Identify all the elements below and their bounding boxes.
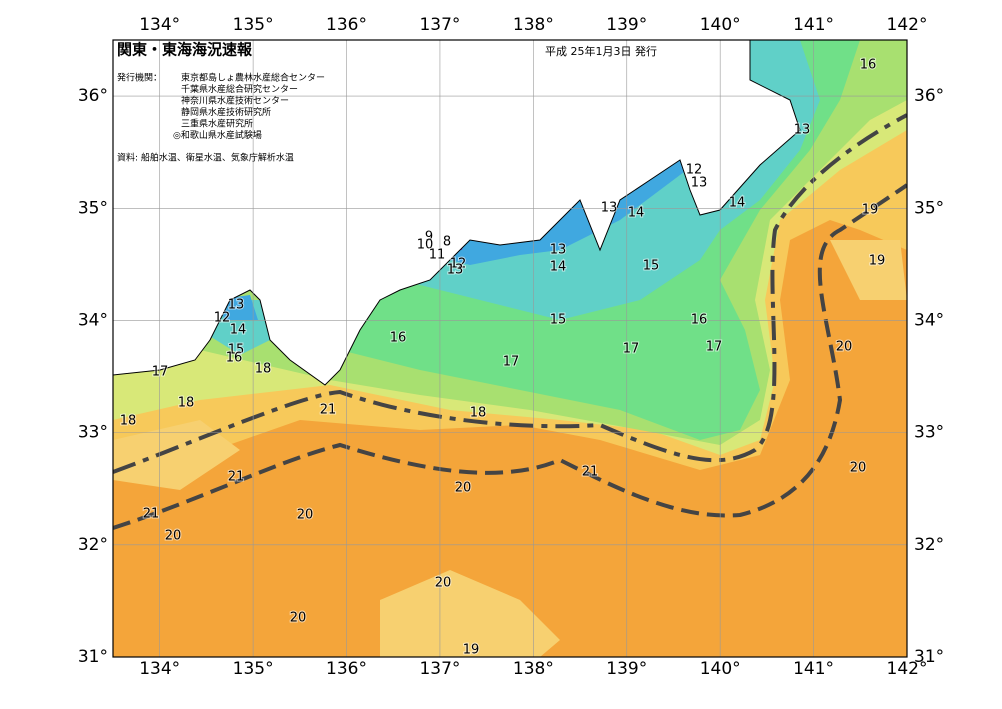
- contour-label: 20: [435, 576, 452, 591]
- contour-label: 16: [860, 58, 877, 73]
- x-tick-label: 139°: [606, 659, 647, 679]
- x-tick-label: 134°: [139, 659, 180, 679]
- contour-label: 17: [503, 355, 520, 370]
- x-tick-label: 135°: [233, 15, 274, 35]
- x-tick-label: 140°: [700, 15, 741, 35]
- x-tick-label: 142°: [887, 659, 928, 679]
- contour-label: 21: [228, 470, 245, 485]
- contour-label: 13: [601, 201, 618, 216]
- contour-label: 14: [628, 206, 645, 221]
- contour-label: 20: [290, 611, 307, 626]
- contour-label: 16: [390, 331, 407, 346]
- contour-label: 17: [706, 340, 723, 355]
- map-frame: [112, 39, 908, 658]
- x-tick-label: 136°: [326, 659, 367, 679]
- contour-label: 14: [550, 260, 567, 275]
- issuer: 三重県水産研究所: [181, 118, 253, 130]
- contour-label: 18: [470, 406, 487, 421]
- contour-label: 19: [862, 203, 879, 218]
- contour-label: 14: [729, 196, 746, 211]
- contour-label: 19: [869, 254, 886, 269]
- y-tick-label: 32°: [78, 535, 108, 555]
- contour-label: 16: [226, 351, 243, 366]
- contour-label: 20: [836, 340, 853, 355]
- issuers: 東京都島しょ農林水産総合センター千葉県水産総合研究センター神奈川県水産技術センタ…: [173, 72, 325, 142]
- title: 関東・東海海況速報: [117, 41, 253, 59]
- contour-label: 18: [255, 362, 272, 377]
- contour-label: 13: [794, 123, 811, 138]
- contour-label: 20: [165, 529, 182, 544]
- y-tick-label: 36°: [78, 86, 108, 106]
- y-tick-label: 34°: [78, 310, 108, 330]
- y-tick-label: 33°: [78, 423, 108, 443]
- contour-label: 19: [463, 643, 480, 658]
- contour-label: 15: [550, 313, 567, 328]
- y-tick-label: 32°: [914, 535, 944, 555]
- contour-label: 17: [152, 365, 169, 380]
- contour-label: 21: [320, 403, 337, 418]
- issuer: 千葉県水産総合研究センター: [181, 83, 298, 95]
- contour-label: 13: [691, 176, 708, 191]
- y-tick-label: 36°: [914, 86, 944, 106]
- issuer: 静岡県水産技術研究所: [181, 106, 271, 118]
- contour-label: 20: [455, 481, 472, 496]
- x-tick-label: 140°: [700, 659, 741, 679]
- contour-label: 11: [429, 248, 446, 263]
- contour-label: 13: [228, 298, 245, 313]
- x-tick-label: 138°: [513, 15, 554, 35]
- contour-label: 9: [425, 230, 433, 245]
- x-tick-label: 137°: [419, 15, 460, 35]
- contour-label: 21: [143, 507, 160, 522]
- x-tick-label: 139°: [606, 15, 647, 35]
- y-tick-label: 34°: [914, 310, 944, 330]
- issuer: 東京都島しょ農林水産総合センター: [181, 72, 325, 84]
- x-tick-label: 134°: [139, 15, 180, 35]
- contour-label: 8: [443, 235, 451, 250]
- contour-label: 20: [297, 508, 314, 523]
- issuer: 神奈川県水産技術センター: [181, 95, 289, 107]
- y-tick-label: 35°: [78, 198, 108, 218]
- contour-label: 15: [228, 343, 245, 358]
- contour-label: 12: [686, 163, 703, 178]
- contour-label: 20: [850, 461, 867, 476]
- contour-label: 12: [450, 257, 467, 272]
- x-tick-label: 141°: [793, 15, 834, 35]
- x-tick-label: 141°: [793, 659, 834, 679]
- y-tick-label: 31°: [78, 647, 108, 667]
- x-tick-label: 135°: [233, 659, 274, 679]
- contour-label: 21: [582, 465, 599, 480]
- x-tick-label: 142°: [887, 15, 928, 35]
- contour-label: 17: [623, 342, 640, 357]
- y-tick-label: 35°: [914, 198, 944, 218]
- contour-label: 15: [643, 259, 660, 274]
- issuers-label: 発行機関：: [117, 72, 162, 84]
- source: 資料: 船舶水温、衛星水温、気象庁解析水温: [117, 152, 294, 164]
- contour-label: 13: [550, 243, 567, 258]
- y-tick-label: 31°: [914, 647, 944, 667]
- x-tick-label: 137°: [419, 659, 460, 679]
- sea-temperature: [113, 40, 907, 657]
- x-tick-label: 136°: [326, 15, 367, 35]
- contour-label: 13: [447, 263, 464, 278]
- issuer: ◎和歌山県水産試験場: [173, 129, 262, 141]
- contour-label: 14: [230, 323, 247, 338]
- issue-date: 平成 25年1月3日 発行: [545, 44, 657, 58]
- y-tick-label: 33°: [914, 423, 944, 443]
- contour-label: 10: [417, 238, 434, 253]
- contour-label: 18: [178, 396, 195, 411]
- contour-label: 16: [691, 313, 708, 328]
- x-tick-label: 138°: [513, 659, 554, 679]
- contour-label: 18: [120, 414, 137, 429]
- contour-label: 12: [214, 311, 231, 326]
